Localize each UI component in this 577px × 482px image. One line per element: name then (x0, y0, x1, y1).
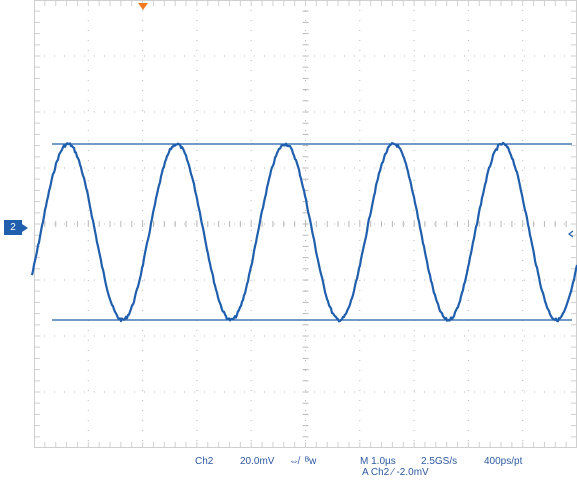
amplitude-cursors[interactable] (52, 143, 572, 321)
channel-2-marker[interactable]: 2 (4, 220, 22, 235)
volts-per-div-readout: 20.0mV (240, 456, 275, 467)
coupling-icon: ⇎ (289, 456, 299, 467)
resolution-readout: 400ps/pt (484, 456, 523, 467)
bandwidth-limit-label: ᴮw (305, 456, 317, 467)
timebase-readout: M 1.0µs (360, 456, 396, 467)
trigger-position-marker[interactable] (138, 3, 148, 10)
channel-2-trace (30, 141, 577, 323)
trigger-readout: A Ch2 ⁄ -2.0mV (362, 467, 429, 478)
channel-label: Ch2 (195, 456, 214, 467)
graticule (34, 0, 577, 448)
channel-2-marker-arrow (22, 224, 28, 232)
trigger-level-marker[interactable] (568, 230, 574, 238)
sample-rate-readout: 2.5GS/s (421, 456, 458, 467)
